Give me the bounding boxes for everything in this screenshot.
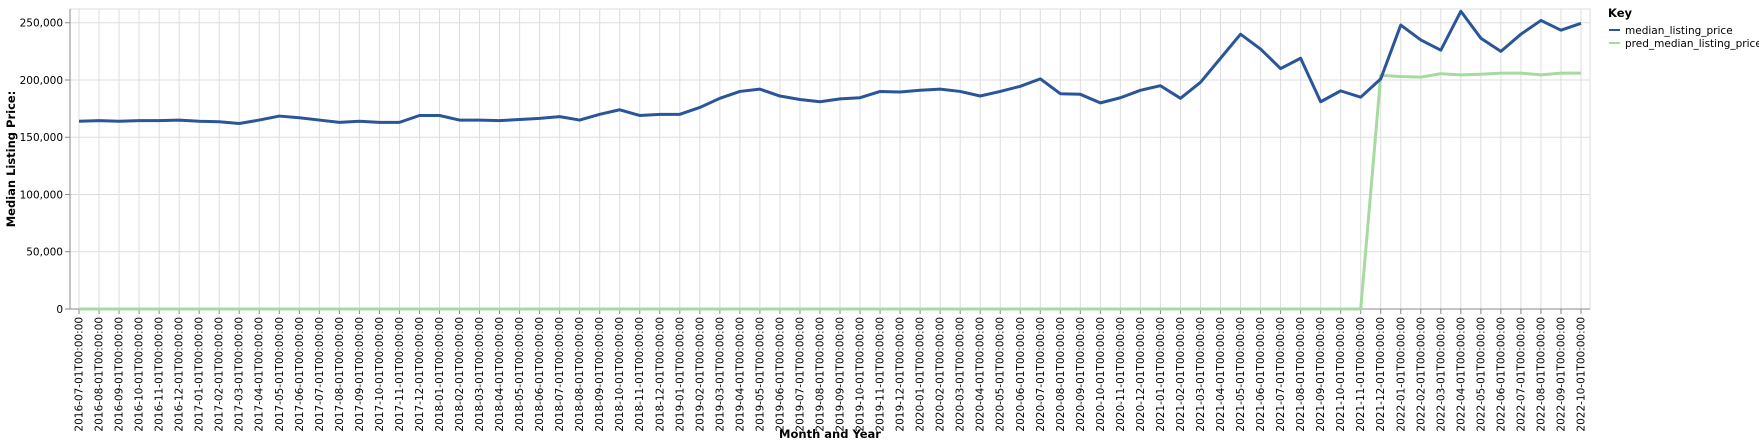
x-tick-label: 2018-08-01T00:00:00: [574, 317, 586, 432]
x-tick-label: 2018-01-01T00:00:00: [434, 317, 446, 432]
series-line-median_listing_price: [78, 9, 1582, 125]
legend: Key median_listing_pricepred_median_list…: [1608, 6, 1759, 50]
x-tick-label: 2020-02-01T00:00:00: [935, 317, 947, 432]
x-axis-title: Month and Year: [779, 427, 881, 441]
x-tick-label: 2020-04-01T00:00:00: [975, 317, 987, 432]
x-tick-label: 2020-10-01T00:00:00: [1095, 317, 1107, 432]
x-tick-label: 2020-03-01T00:00:00: [955, 317, 967, 432]
series: [78, 9, 1582, 311]
y-tick-label: 150,000: [20, 132, 63, 144]
x-tick-label: 2019-10-01T00:00:00: [855, 317, 867, 432]
x-tick-label: 2020-07-01T00:00:00: [1035, 317, 1047, 432]
x-tick-label: 2019-05-01T00:00:00: [754, 317, 766, 432]
y-tick-label: 50,000: [26, 247, 63, 259]
x-tick-label: 2022-08-01T00:00:00: [1535, 317, 1547, 432]
x-tick-label: 2018-09-01T00:00:00: [594, 317, 606, 432]
x-tick-label: 2019-06-01T00:00:00: [774, 317, 786, 432]
x-tick-label: 2019-11-01T00:00:00: [875, 317, 887, 432]
x-tick-label: 2018-10-01T00:00:00: [614, 317, 626, 432]
x-tick-label: 2019-07-01T00:00:00: [794, 317, 806, 432]
x-tick-label: 2018-02-01T00:00:00: [454, 317, 466, 432]
x-tick-label: 2020-01-01T00:00:00: [915, 317, 927, 432]
x-tick-label: 2021-05-01T00:00:00: [1235, 317, 1247, 432]
y-tick-label: 250,000: [20, 18, 63, 30]
axes: 0 50,000 100,000 150,000 200,000 250,000 2016-…: [20, 9, 1590, 432]
x-tick-label: 2021-08-01T00:00:00: [1295, 317, 1307, 432]
x-tick-label: 2019-01-01T00:00:00: [674, 317, 686, 432]
x-tick-label: 2019-02-01T00:00:00: [694, 317, 706, 432]
x-tick-label: 2019-08-01T00:00:00: [814, 317, 826, 432]
x-tick-label: 2021-04-01T00:00:00: [1215, 317, 1227, 432]
x-tick-label: 2020-11-01T00:00:00: [1115, 317, 1127, 432]
plot-frame: [69, 8, 1591, 310]
x-tick-label: 2022-09-01T00:00:00: [1555, 317, 1567, 432]
x-tick-label: 2017-02-01T00:00:00: [214, 317, 226, 432]
legend-label: median_listing_price: [1625, 25, 1733, 37]
x-tick-label: 2022-04-01T00:00:00: [1455, 317, 1467, 432]
x-tick-label: 2021-07-01T00:00:00: [1275, 317, 1287, 432]
x-tick-label: 2021-11-01T00:00:00: [1355, 317, 1367, 432]
x-tick-label: 2018-11-01T00:00:00: [634, 317, 646, 432]
x-tick-label: 2022-10-01T00:00:00: [1576, 317, 1588, 432]
legend-title: Key: [1608, 6, 1633, 20]
x-tick-label: 2019-12-01T00:00:00: [895, 317, 907, 432]
x-tick-label: 2017-12-01T00:00:00: [414, 317, 426, 432]
x-tick-label: 2021-01-01T00:00:00: [1155, 317, 1167, 432]
x-tick-label: 2017-08-01T00:00:00: [334, 317, 346, 432]
x-tick-label: 2022-01-01T00:00:00: [1395, 317, 1407, 432]
x-tick-label: 2017-01-01T00:00:00: [194, 317, 206, 432]
x-tick-label: 2017-11-01T00:00:00: [394, 317, 406, 432]
x-tick-label: 2020-08-01T00:00:00: [1055, 317, 1067, 432]
x-tick-label: 2021-12-01T00:00:00: [1375, 317, 1387, 432]
x-tick-label: 2017-06-01T00:00:00: [294, 317, 306, 432]
x-tick-label: 2018-03-01T00:00:00: [474, 317, 486, 432]
x-tick-label: 2017-04-01T00:00:00: [254, 317, 266, 432]
x-tick-label: 2022-06-01T00:00:00: [1495, 317, 1507, 432]
x-tick-label: 2018-04-01T00:00:00: [494, 317, 506, 432]
x-tick-label: 2017-07-01T00:00:00: [314, 317, 326, 432]
x-tick-label: 2021-02-01T00:00:00: [1175, 317, 1187, 432]
x-tick-label: 2019-04-01T00:00:00: [734, 317, 746, 432]
x-tick-label: 2016-11-01T00:00:00: [154, 317, 166, 432]
x-tick-label: 2022-05-01T00:00:00: [1475, 317, 1487, 432]
y-tick-label: 0: [56, 304, 63, 316]
x-tick-label: 2016-07-01T00:00:00: [74, 317, 86, 432]
x-tick-label: 2022-02-01T00:00:00: [1415, 317, 1427, 432]
x-tick-label: 2017-10-01T00:00:00: [374, 317, 386, 432]
x-tick-label: 2022-03-01T00:00:00: [1435, 317, 1447, 432]
x-tick-label: 2016-08-01T00:00:00: [94, 317, 106, 432]
x-tick-label: 2020-12-01T00:00:00: [1135, 317, 1147, 432]
x-tick-label: 2018-06-01T00:00:00: [534, 317, 546, 432]
x-tick-label: 2021-10-01T00:00:00: [1335, 317, 1347, 432]
x-tick-label: 2020-06-01T00:00:00: [1015, 317, 1027, 432]
y-axis-title: Median Listing Price:: [4, 91, 18, 228]
x-tick-label: 2016-12-01T00:00:00: [174, 317, 186, 432]
x-tick-label: 2016-10-01T00:00:00: [134, 317, 146, 432]
grid: [69, 8, 1591, 310]
x-tick-label: 2022-07-01T00:00:00: [1515, 317, 1527, 432]
x-tick-label: 2021-06-01T00:00:00: [1255, 317, 1267, 432]
series-line-pred_median_listing_price: [79, 71, 1581, 311]
x-tick-label: 2018-07-01T00:00:00: [554, 317, 566, 432]
x-tick-label: 2019-03-01T00:00:00: [714, 317, 726, 432]
legend-label: pred_median_listing_price: [1625, 38, 1759, 50]
x-tick-label: 2018-12-01T00:00:00: [654, 317, 666, 432]
y-tick-label: 100,000: [20, 189, 63, 201]
x-tick-label: 2020-05-01T00:00:00: [995, 317, 1007, 432]
x-tick-label: 2017-09-01T00:00:00: [354, 317, 366, 432]
x-tick-label: 2017-03-01T00:00:00: [234, 317, 246, 432]
x-tick-label: 2021-09-01T00:00:00: [1315, 317, 1327, 432]
x-tick-label: 2018-05-01T00:00:00: [514, 317, 526, 432]
y-tick-label: 200,000: [20, 75, 63, 87]
x-tick-label: 2016-09-01T00:00:00: [114, 317, 126, 432]
x-tick-label: 2021-03-01T00:00:00: [1195, 317, 1207, 432]
x-tick-label: 2019-09-01T00:00:00: [835, 317, 847, 432]
x-tick-label: 2017-05-01T00:00:00: [274, 317, 286, 432]
x-tick-label: 2020-09-01T00:00:00: [1075, 317, 1087, 432]
